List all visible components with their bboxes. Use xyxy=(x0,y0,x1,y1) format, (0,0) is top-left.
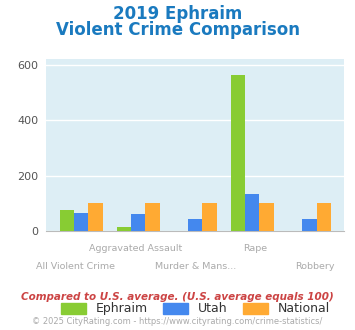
Bar xyxy=(74,213,88,231)
Text: Robbery: Robbery xyxy=(295,262,334,271)
Text: Compared to U.S. average. (U.S. average equals 100): Compared to U.S. average. (U.S. average … xyxy=(21,292,334,302)
Bar xyxy=(302,218,317,231)
Text: Aggravated Assault: Aggravated Assault xyxy=(89,244,182,253)
Bar xyxy=(188,218,202,231)
Text: © 2025 CityRating.com - https://www.cityrating.com/crime-statistics/: © 2025 CityRating.com - https://www.city… xyxy=(32,317,323,326)
Bar xyxy=(245,194,260,231)
Bar xyxy=(117,227,131,231)
Bar xyxy=(317,203,331,231)
Text: Violent Crime Comparison: Violent Crime Comparison xyxy=(55,21,300,40)
Bar xyxy=(60,210,74,231)
Bar xyxy=(231,75,245,231)
Bar xyxy=(145,203,160,231)
Bar xyxy=(88,203,103,231)
Text: Rape: Rape xyxy=(243,244,267,253)
Legend: Ephraim, Utah, National: Ephraim, Utah, National xyxy=(61,303,330,315)
Bar xyxy=(202,203,217,231)
Text: 2019 Ephraim: 2019 Ephraim xyxy=(113,5,242,23)
Text: Murder & Mans...: Murder & Mans... xyxy=(155,262,236,271)
Text: All Violent Crime: All Violent Crime xyxy=(37,262,115,271)
Bar xyxy=(131,214,145,231)
Bar xyxy=(260,203,274,231)
